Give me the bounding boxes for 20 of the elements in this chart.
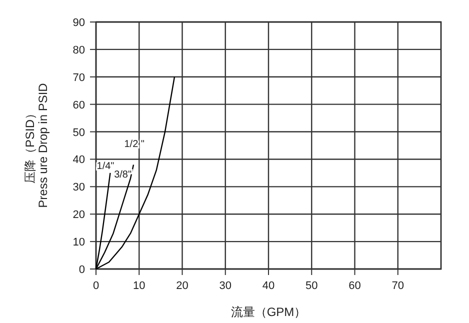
x-axis-title: 流量（GPM） xyxy=(230,305,306,319)
y-tick-label: 0 xyxy=(78,264,85,276)
y-axis-title: 压降（PSID） Press ure Drop in PSID xyxy=(23,82,50,208)
y-tick-label: 40 xyxy=(72,154,85,166)
x-tick-label: 10 xyxy=(133,280,146,292)
y-tick-label: 70 xyxy=(72,72,85,84)
x-tick-label: 50 xyxy=(306,280,318,292)
x-tick-label: 60 xyxy=(348,280,361,292)
x-tick-label: 30 xyxy=(219,280,232,292)
y-tick-label: 20 xyxy=(72,209,85,222)
y-tick-label: 60 xyxy=(72,99,85,112)
x-tick-label: 0 xyxy=(92,280,100,292)
y-tick-label: 80 xyxy=(72,44,85,56)
y-tick-label: 50 xyxy=(72,126,85,139)
y-tick-label: 90 xyxy=(72,17,85,29)
y-tick-label: 10 xyxy=(72,236,85,249)
x-tick-label: 20 xyxy=(176,280,188,292)
x-tick-label: 70 xyxy=(392,280,404,292)
x-tick-label: 40 xyxy=(262,280,275,292)
y-tick-label: 30 xyxy=(72,182,85,194)
